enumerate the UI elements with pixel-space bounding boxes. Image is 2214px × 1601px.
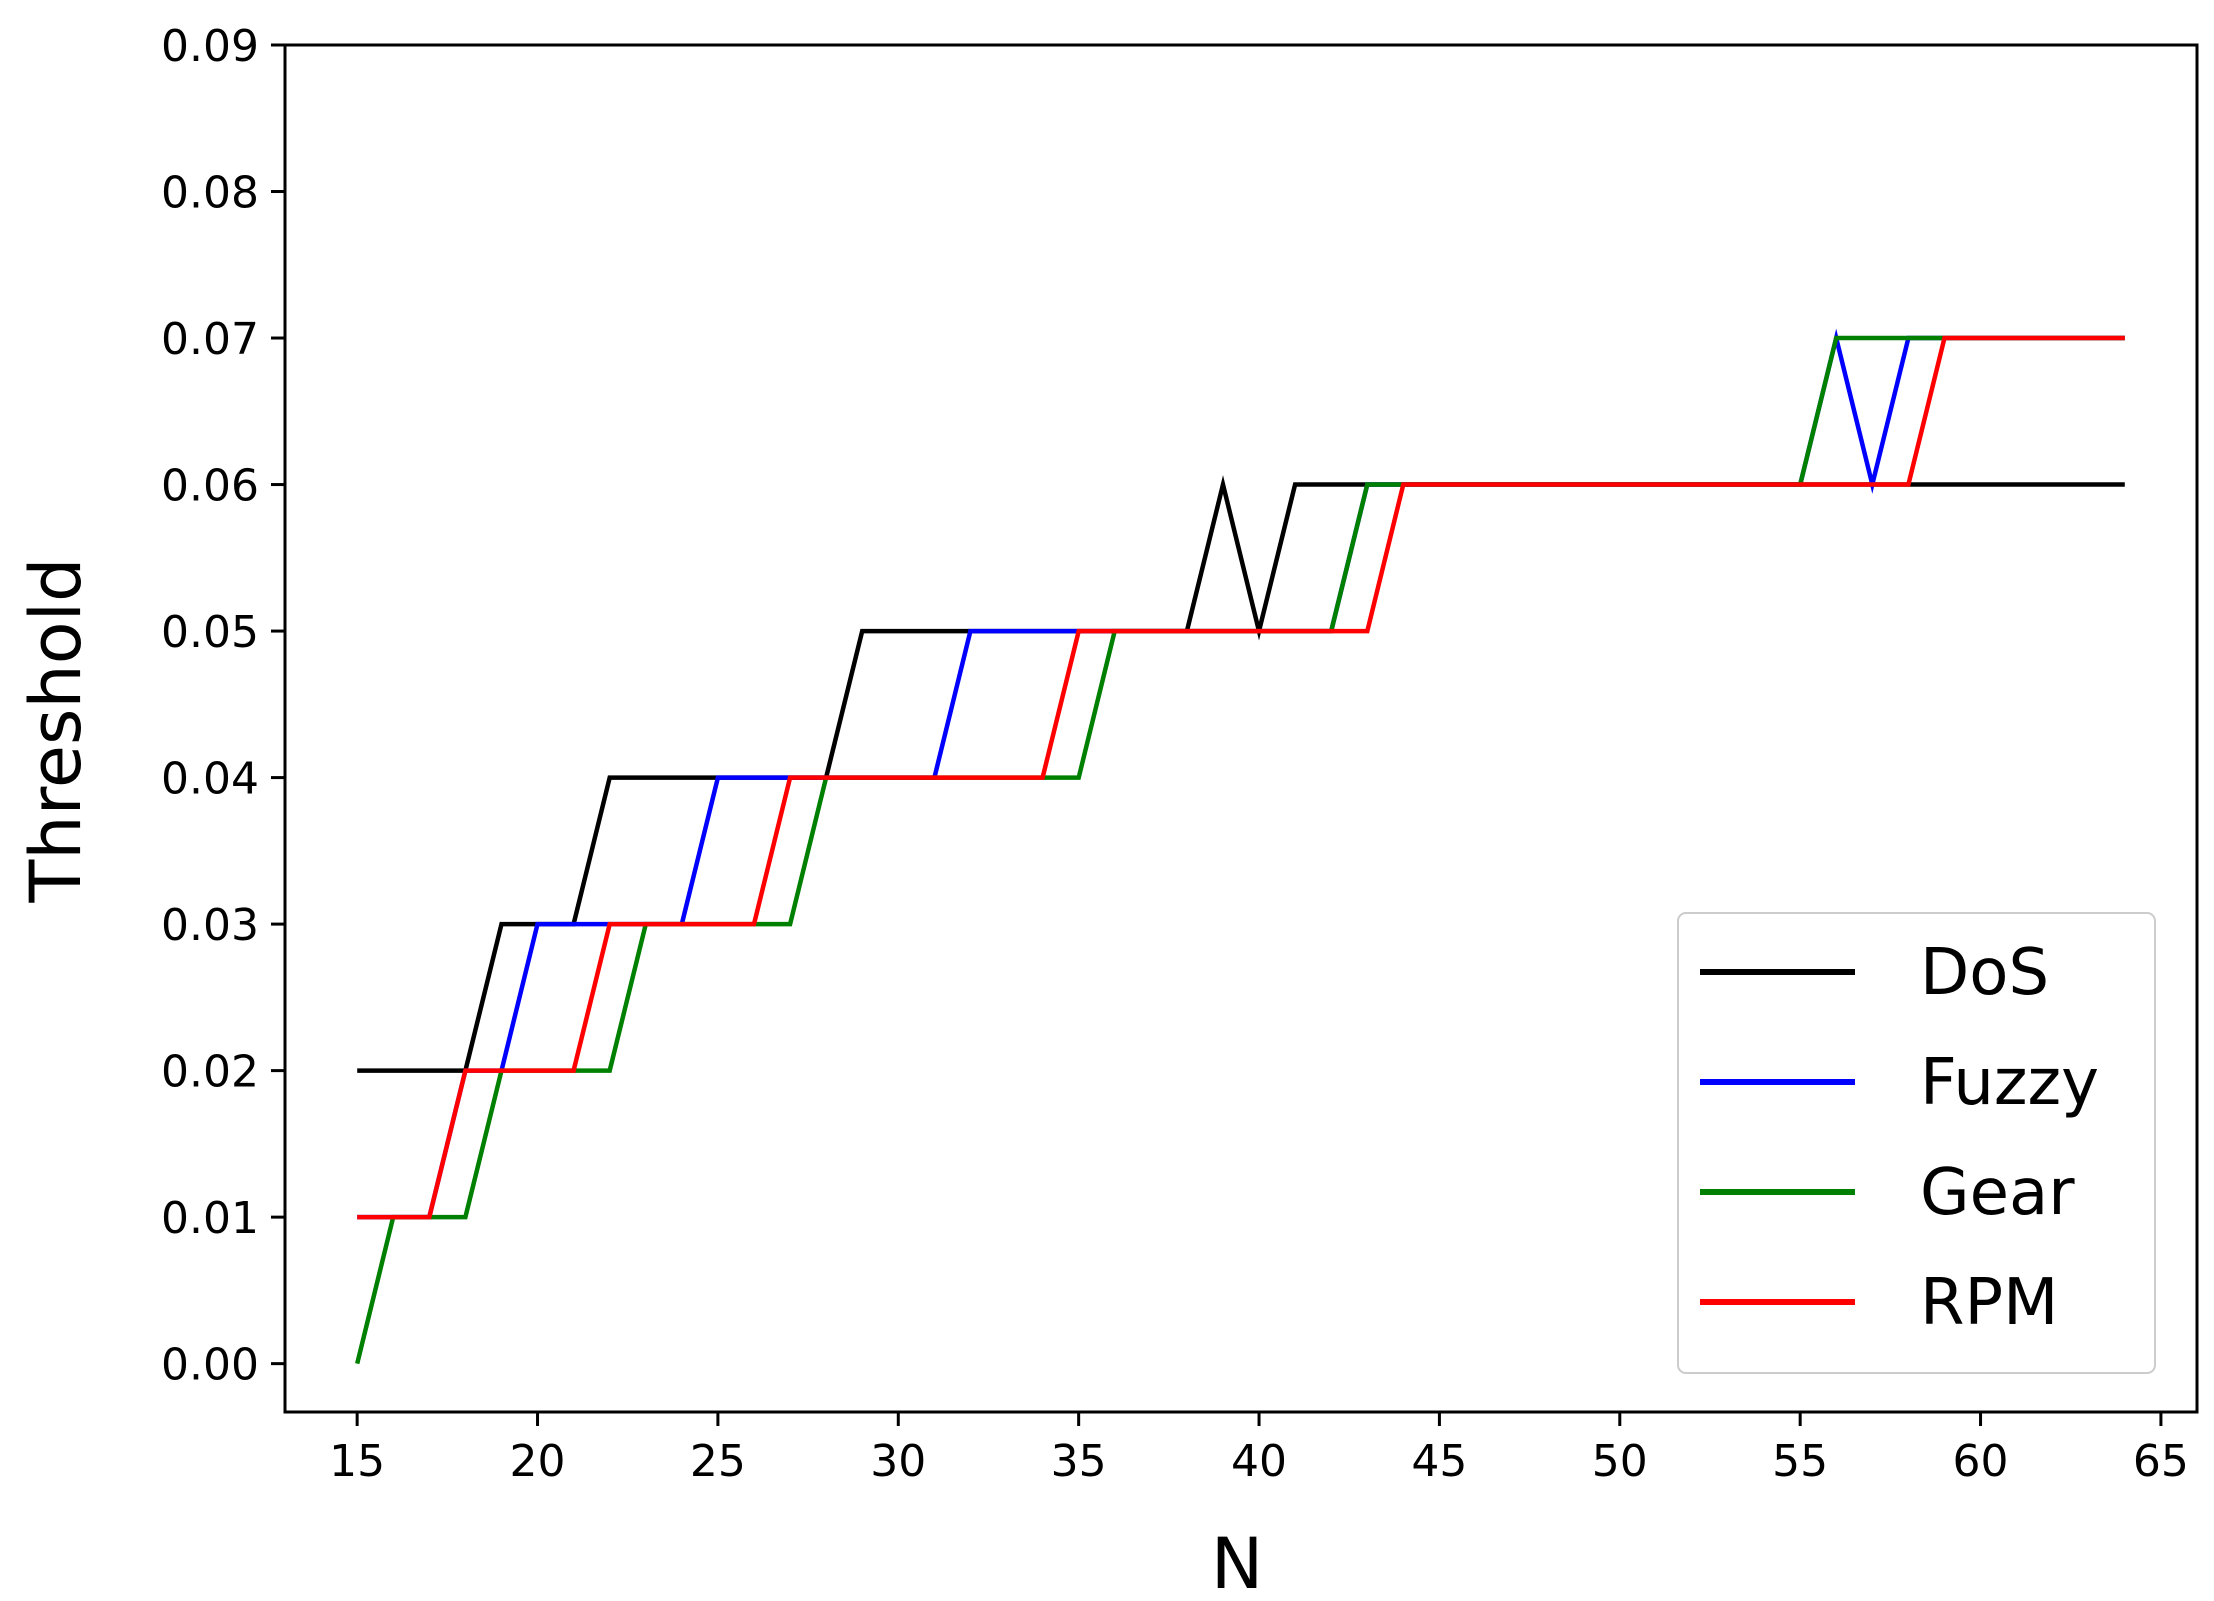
series-lines — [355, 328, 2125, 1365]
series-line-rpm — [357, 335, 2125, 1220]
x-tick-label: 50 — [1592, 1436, 1648, 1487]
x-axis-ticks: 15 20 25 30 35 40 45 50 55 60 65 — [329, 1412, 2189, 1487]
legend: DoS Fuzzy Gear RPM — [1677, 912, 2156, 1374]
y-tick-label: 0.02 — [161, 1047, 259, 1098]
y-tick-label: 0.03 — [161, 900, 259, 951]
x-tick-label: 30 — [870, 1436, 926, 1487]
x-tick-label: 35 — [1051, 1436, 1107, 1487]
legend-label-gear: Gear — [1920, 1156, 2075, 1230]
y-tick-label: 0.05 — [161, 607, 259, 658]
y-tick-label: 0.01 — [161, 1193, 259, 1244]
x-axis-title: N — [1211, 1523, 1263, 1601]
x-tick-label: 40 — [1231, 1436, 1287, 1487]
x-tick-label: 15 — [329, 1436, 385, 1487]
x-tick-label: 60 — [1953, 1436, 2009, 1487]
y-axis-title: Threshold — [15, 558, 97, 904]
x-tick-label: 45 — [1411, 1436, 1467, 1487]
y-tick-label: 0.00 — [161, 1340, 259, 1391]
x-tick-label: 20 — [510, 1436, 566, 1487]
plot-area-frame — [283, 43, 2199, 1414]
legend-label-rpm: RPM — [1920, 1266, 2058, 1340]
y-tick-label: 0.08 — [161, 168, 259, 219]
y-tick-label: 0.04 — [161, 754, 259, 805]
y-tick-label: 0.09 — [161, 21, 259, 72]
legend-box — [1677, 912, 2156, 1374]
y-tick-label: 0.06 — [161, 461, 259, 512]
y-tick-label: 0.07 — [161, 314, 259, 365]
legend-label-dos: DoS — [1920, 936, 2049, 1010]
legend-label-fuzzy: Fuzzy — [1920, 1046, 2099, 1120]
x-tick-label: 55 — [1772, 1436, 1828, 1487]
x-tick-label: 65 — [2133, 1436, 2189, 1487]
y-axis-ticks: 0.00 0.01 0.02 0.03 0.04 0.05 0.06 0.07 0.08 0.09 — [161, 21, 285, 1391]
x-tick-label: 25 — [690, 1436, 746, 1487]
